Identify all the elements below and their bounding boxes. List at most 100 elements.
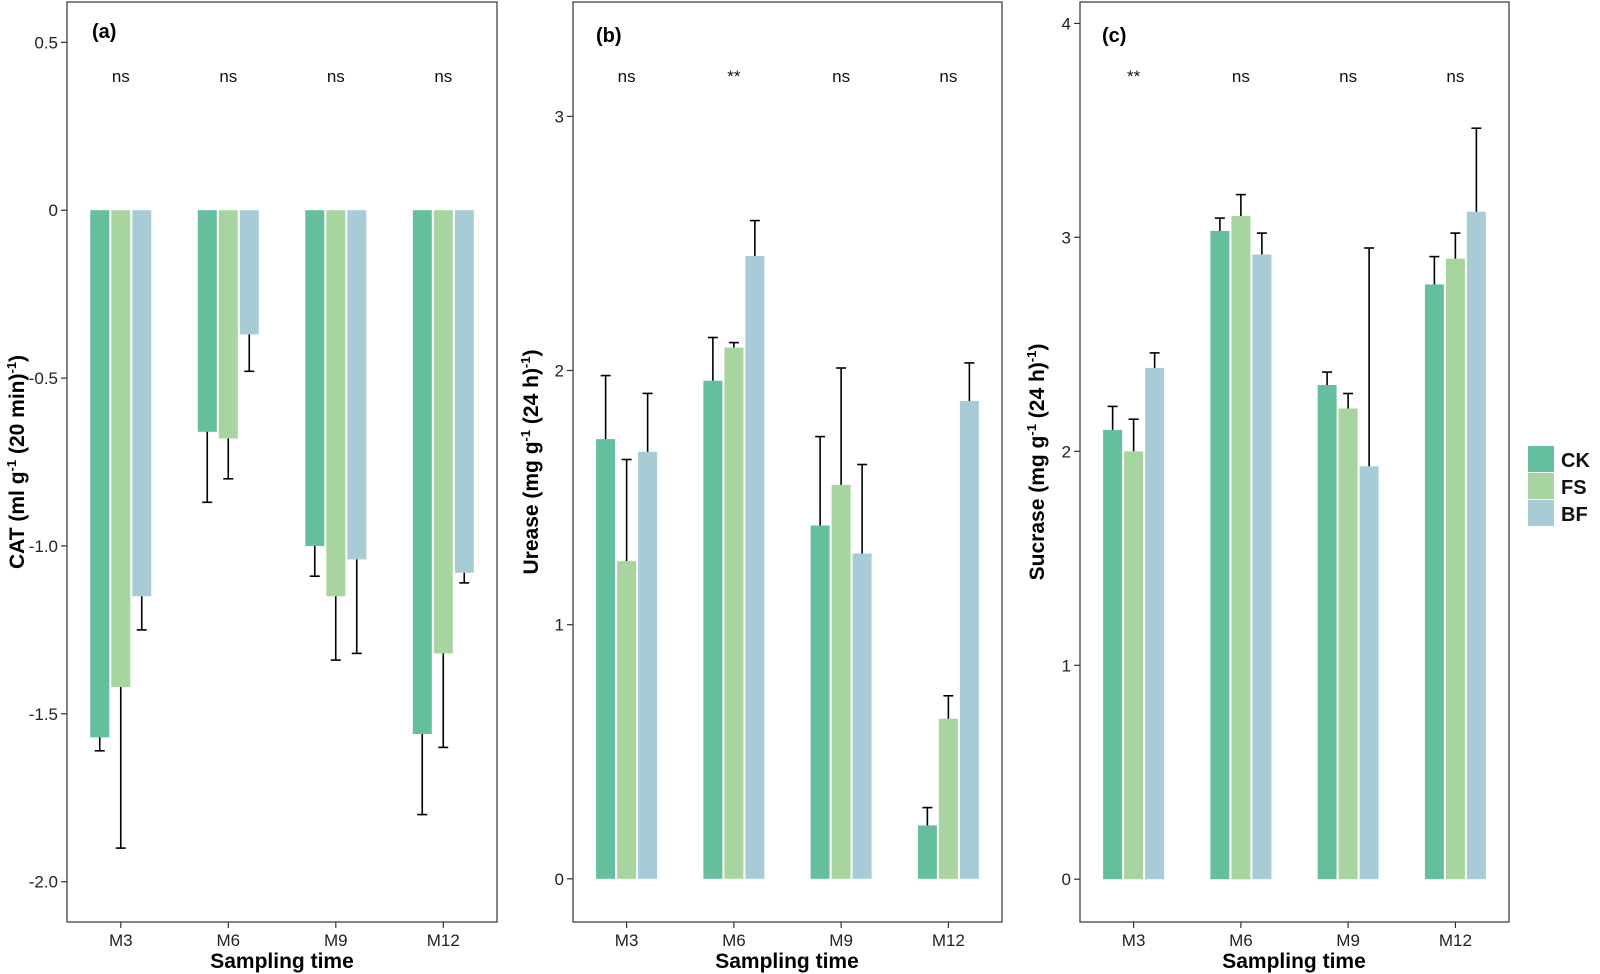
error-bar-a-ck-m3 bbox=[94, 737, 105, 752]
ytick-label-c: 4 bbox=[1062, 14, 1071, 33]
ytick-label-c: 3 bbox=[1062, 228, 1071, 247]
error-bar-b-ck-m3 bbox=[600, 374, 611, 440]
bar-a-ck-m6 bbox=[197, 210, 217, 432]
significance-label-c-m9: ns bbox=[1339, 67, 1357, 86]
panel-b-xticks: M3 M6 M9 M12 bbox=[615, 922, 965, 950]
significance-label-a-m3: ns bbox=[112, 67, 130, 86]
significance-label-a-m6: ns bbox=[219, 67, 237, 86]
bar-b-fs-m12 bbox=[938, 718, 958, 879]
panel-a-ylabel: CAT (ml g-1 (20 min)-1) bbox=[4, 355, 29, 569]
error-bar-b-bf-m6 bbox=[749, 219, 760, 257]
ytick-label-b: 1 bbox=[555, 616, 564, 635]
bar-a-bf-m6 bbox=[239, 210, 259, 335]
panel-c: (c) 0 1 2 3 4 M3 M6 M9 M12 ** ns ns ns Sampling ti… bbox=[1024, 1, 1510, 973]
error-bar-b-fs-m3 bbox=[621, 458, 632, 562]
panel-b-ylabel-part3: ) bbox=[520, 349, 543, 356]
panel-c-frame bbox=[1079, 1, 1510, 923]
panel-b-ylabel: Urease (mg g-1 (24 h)-1) bbox=[518, 349, 543, 574]
bar-b-fs-m3 bbox=[617, 561, 637, 879]
error-bar-b-bf-m12 bbox=[964, 362, 975, 401]
error-bar-b-bf-m3 bbox=[642, 392, 653, 452]
bar-a-ck-m9 bbox=[305, 210, 325, 546]
error-bar-c-ck-m12 bbox=[1429, 255, 1440, 285]
ytick-label-b: 2 bbox=[555, 362, 564, 381]
bar-b-bf-m9 bbox=[852, 553, 872, 879]
error-bar-b-fs-m12 bbox=[943, 694, 954, 719]
error-bar-a-fs-m3 bbox=[115, 687, 126, 849]
panel-c-yticks: 0 1 2 3 4 bbox=[1062, 14, 1080, 889]
ytick-label-c: 0 bbox=[1062, 870, 1071, 889]
bar-b-ck-m9 bbox=[810, 525, 830, 879]
panel-c-ylabel-part2: (24 h) bbox=[1026, 362, 1049, 424]
error-bar-c-fs-m6 bbox=[1235, 193, 1246, 216]
significance-label-b-m3: ns bbox=[618, 67, 636, 86]
bar-c-bf-m9 bbox=[1359, 466, 1379, 880]
panel-a-xticks: M3 M6 M9 M12 bbox=[109, 922, 460, 950]
error-bar-c-bf-m6 bbox=[1256, 232, 1267, 255]
bar-b-ck-m12 bbox=[917, 825, 937, 879]
panel-b-ylabel-part1: Urease (mg g bbox=[520, 441, 543, 574]
error-bar-a-fs-m6 bbox=[223, 438, 234, 480]
panel-a-bars bbox=[90, 210, 474, 849]
panel-c-ylabel: Sucrase (mg g-1 (24 h)-1) bbox=[1024, 344, 1049, 581]
panel-b-ylabel-sup1: -1 bbox=[518, 430, 533, 442]
panel-a-yticks: 0.5 0 -0.5 -1.0 -1.5 -2.0 bbox=[29, 33, 67, 892]
bar-a-bf-m12 bbox=[454, 210, 474, 573]
significance-label-b-m12: ns bbox=[939, 67, 957, 86]
error-bar-b-ck-m6 bbox=[707, 336, 718, 381]
xtick-label-c-m9: M9 bbox=[1336, 931, 1360, 950]
panel-b-yticks: 0 1 2 3 bbox=[555, 107, 573, 889]
bar-a-fs-m12 bbox=[433, 210, 453, 654]
bar-b-bf-m6 bbox=[745, 256, 765, 879]
panel-b-xlabel: Sampling time bbox=[715, 950, 859, 973]
legend-swatch-ck bbox=[1528, 446, 1554, 472]
panel-a-ylabel-part1: CAT (ml g bbox=[6, 471, 29, 569]
error-bar-a-bf-m3 bbox=[136, 596, 147, 631]
ytick-label-c: 2 bbox=[1062, 442, 1071, 461]
panel-a-frame bbox=[66, 1, 498, 923]
panel-c-significance: ** ns ns ns bbox=[1127, 67, 1464, 86]
bar-b-fs-m9 bbox=[831, 484, 851, 879]
bar-c-fs-m12 bbox=[1445, 258, 1465, 880]
error-bar-b-fs-m6 bbox=[728, 341, 739, 348]
xtick-label-c-m12: M12 bbox=[1439, 931, 1472, 950]
error-bar-a-ck-m12 bbox=[417, 734, 428, 816]
error-bar-c-fs-m3 bbox=[1128, 418, 1139, 452]
bar-c-ck-m6 bbox=[1210, 230, 1230, 880]
error-bar-a-ck-m9 bbox=[309, 545, 320, 578]
legend-label-ck: CK bbox=[1561, 450, 1590, 472]
panel-b-frame bbox=[572, 1, 1003, 923]
significance-label-a-m12: ns bbox=[434, 67, 452, 86]
bar-c-ck-m12 bbox=[1424, 284, 1444, 880]
error-bar-c-fs-m9 bbox=[1343, 392, 1354, 409]
bar-b-bf-m3 bbox=[638, 451, 658, 879]
error-bar-c-ck-m6 bbox=[1214, 217, 1225, 231]
bar-c-bf-m3 bbox=[1145, 367, 1165, 880]
panel-a-tag: (a) bbox=[92, 21, 116, 43]
significance-label-b-m6: ** bbox=[727, 67, 741, 86]
xtick-label-b-m9: M9 bbox=[829, 931, 853, 950]
significance-label-a-m9: ns bbox=[327, 67, 345, 86]
error-bar-b-fs-m9 bbox=[836, 367, 847, 485]
bar-b-ck-m6 bbox=[703, 380, 723, 879]
legend-label-bf: BF bbox=[1561, 504, 1588, 526]
significance-label-c-m12: ns bbox=[1446, 67, 1464, 86]
panel-c-ylabel-sup2: -1 bbox=[1024, 351, 1039, 363]
ytick-label-c: 1 bbox=[1062, 656, 1071, 675]
ytick-label-a: 0 bbox=[49, 201, 58, 220]
ytick-label-a: 0.5 bbox=[34, 33, 58, 52]
panel-b-significance: ns ** ns ns bbox=[618, 67, 958, 86]
panel-c-xticks: M3 M6 M9 M12 bbox=[1122, 922, 1472, 950]
legend-label-fs: FS bbox=[1561, 477, 1587, 499]
xtick-label-a-m12: M12 bbox=[427, 931, 460, 950]
bar-a-bf-m9 bbox=[347, 210, 367, 560]
panel-c-ylabel-part3: ) bbox=[1026, 344, 1049, 351]
error-bar-b-bf-m9 bbox=[857, 463, 868, 554]
bar-a-bf-m3 bbox=[132, 210, 152, 597]
panel-a-xlabel: Sampling time bbox=[210, 950, 354, 973]
ytick-label-a: -0.5 bbox=[29, 369, 58, 388]
panel-a-ylabel-sup2: -1 bbox=[4, 362, 19, 374]
xtick-label-a-m6: M6 bbox=[216, 931, 240, 950]
panel-c-tag: (c) bbox=[1102, 25, 1126, 47]
